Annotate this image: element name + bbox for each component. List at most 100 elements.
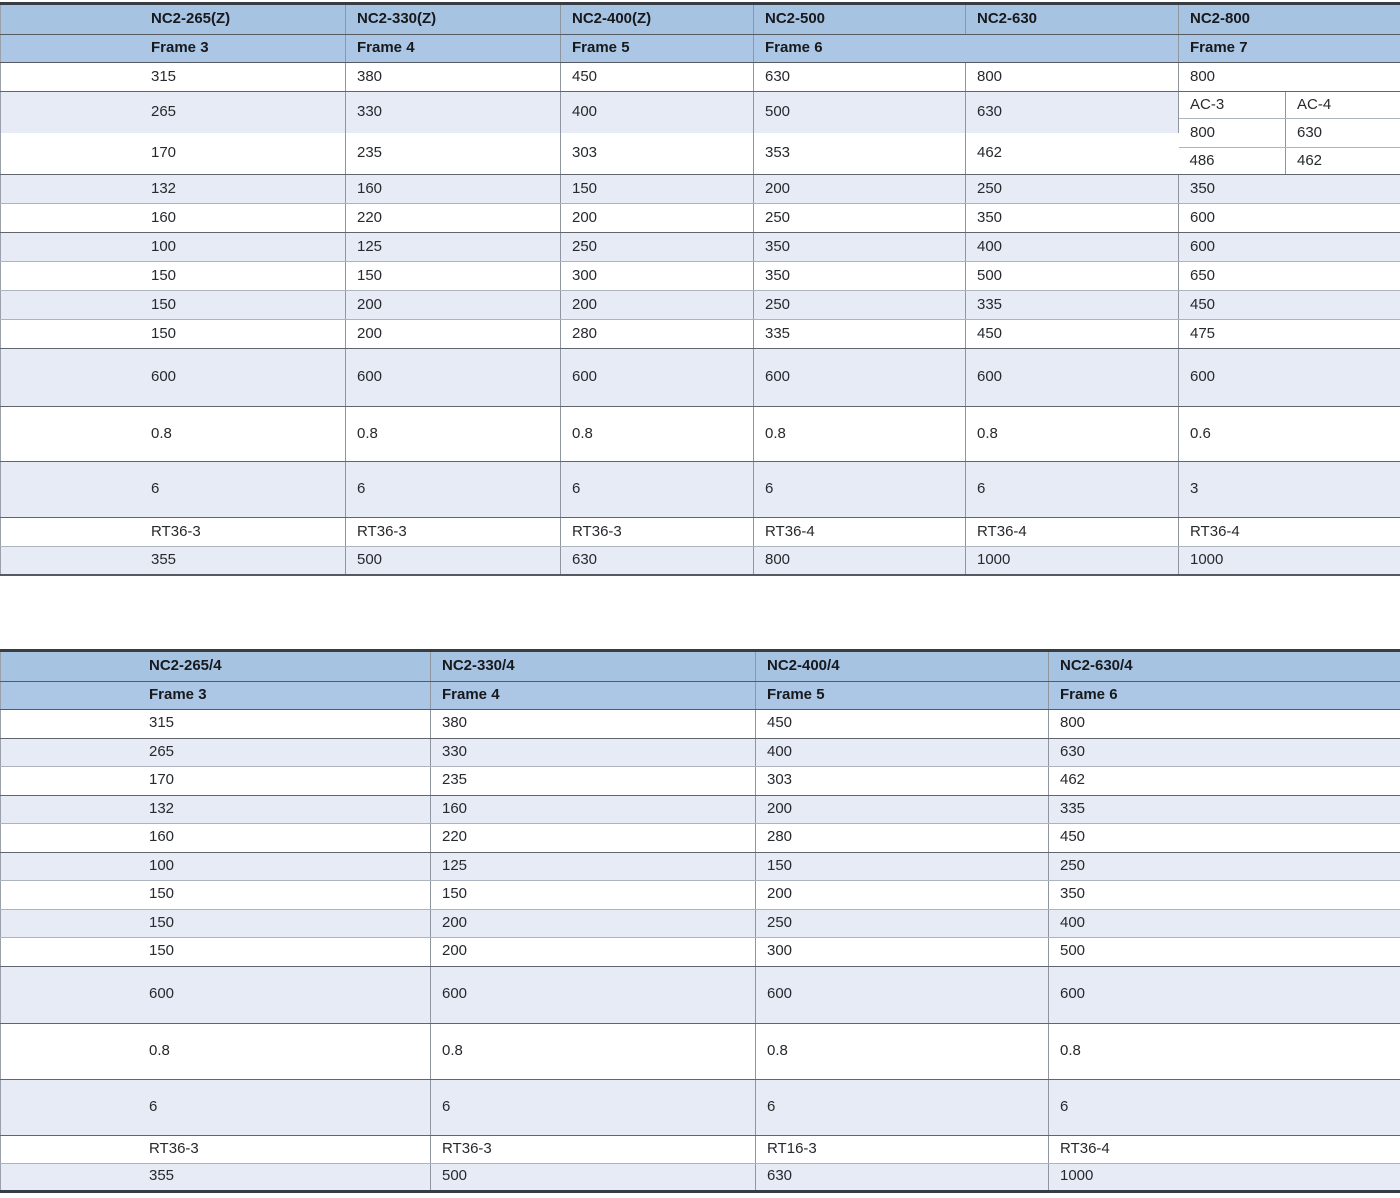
table-row: 170 235 303 353 462	[0, 132, 1400, 175]
frame-header-cell: Frame 7	[1178, 34, 1400, 63]
table-row: 265 330 400 630	[0, 738, 1400, 767]
data-cell: 150	[430, 880, 756, 910]
data-cell: 500	[345, 546, 561, 575]
data-cell: 200	[753, 174, 966, 204]
data-cell: 350	[1178, 174, 1400, 204]
data-cell: 650	[1178, 261, 1400, 291]
data-cell: 0.8	[0, 1023, 431, 1080]
table-row: 600 600 600 600 600 600	[0, 348, 1400, 407]
data-cell: 303	[755, 766, 1049, 796]
data-cell: 125	[430, 852, 756, 881]
table-row: 0.8 0.8 0.8 0.8 0.8 0.6	[0, 406, 1400, 462]
data-cell: 160	[345, 174, 561, 204]
sub-header-cell: AC-3	[1178, 91, 1286, 119]
data-cell: 450	[1178, 290, 1400, 320]
data-cell: 500	[753, 91, 966, 133]
frame-header-cell: Frame 6	[1048, 681, 1400, 710]
data-cell: 600	[965, 348, 1179, 407]
table-row: 132 160 150 200 250 350	[0, 174, 1400, 204]
data-cell: 150	[345, 261, 561, 291]
data-cell: 350	[1048, 880, 1400, 910]
data-cell: 250	[965, 174, 1179, 204]
data-cell: 3	[1178, 461, 1400, 518]
table-row: NC2-265(Z) NC2-330(Z) NC2-400(Z) NC2-500 NC2…	[0, 3, 1400, 35]
table-row: 355 500 630 800 1000 1000	[0, 546, 1400, 575]
data-cell: 6	[0, 461, 346, 518]
data-cell: 132	[0, 795, 431, 824]
data-cell: 0.8	[755, 1023, 1049, 1080]
frame-header-cell: Frame 5	[755, 681, 1049, 710]
data-cell: 160	[430, 795, 756, 824]
data-cell: 250	[1048, 852, 1400, 881]
data-cell: 600	[430, 966, 756, 1024]
data-cell: 6	[965, 461, 1179, 518]
data-cell: 450	[755, 709, 1049, 739]
data-cell: 630	[1285, 118, 1400, 148]
fuse-model-cell: RT36-4	[753, 517, 966, 547]
data-cell: 280	[560, 319, 754, 349]
data-cell: 235	[430, 766, 756, 796]
data-cell: 150	[0, 909, 431, 938]
table-row: 315 380 450 800	[0, 709, 1400, 739]
data-cell: 160	[0, 823, 431, 853]
data-cell: 100	[0, 232, 346, 262]
data-cell: 300	[560, 261, 754, 291]
data-cell: 200	[430, 937, 756, 967]
frame-header-cell: Frame 3	[0, 681, 431, 710]
data-cell: 250	[753, 290, 966, 320]
frame-header-cell: Frame 5	[560, 34, 754, 63]
data-cell: 150	[560, 174, 754, 204]
data-cell: 235	[345, 132, 561, 175]
data-cell: 630	[965, 91, 1179, 133]
fuse-model-cell: RT36-4	[1178, 517, 1400, 547]
fuse-model-cell: RT36-3	[0, 1135, 431, 1164]
table-row: 170 235 303 462	[0, 766, 1400, 796]
model-header-cell: NC2-330/4	[430, 650, 756, 682]
table-row: Frame 3 Frame 4 Frame 5 Frame 6	[0, 681, 1400, 710]
table-row: 800 630	[1, 118, 1400, 148]
data-cell: 150	[0, 261, 346, 291]
model-header-cell: NC2-800	[1178, 3, 1400, 35]
data-cell: 6	[1048, 1079, 1400, 1136]
table-row: 315 380 450 630 800 800	[0, 62, 1400, 92]
fuse-model-cell: RT36-3	[430, 1135, 756, 1164]
data-cell: 630	[755, 1163, 1049, 1191]
data-cell: 1000	[1048, 1163, 1400, 1191]
table-row: 355 500 630 1000	[0, 1163, 1400, 1191]
model-header-cell: NC2-400(Z)	[560, 3, 754, 35]
data-cell: 6	[345, 461, 561, 518]
data-cell: 630	[1048, 738, 1400, 767]
data-cell: 6	[0, 1079, 431, 1136]
data-cell: 450	[1048, 823, 1400, 853]
data-cell: 800	[965, 62, 1179, 92]
data-cell: 630	[560, 546, 754, 575]
table-row: 150 200 200 250 335 450	[0, 290, 1400, 320]
data-cell: 150	[0, 880, 431, 910]
data-cell: 600	[753, 348, 966, 407]
table-row: Frame 3 Frame 4 Frame 5 Frame 6 Frame 7	[0, 34, 1400, 63]
data-cell: 600	[1178, 232, 1400, 262]
frame-header-cell: Frame 3	[0, 34, 346, 63]
data-cell: 355	[0, 1163, 431, 1191]
data-cell: 6	[753, 461, 966, 518]
data-cell: 300	[755, 937, 1049, 967]
data-cell: 462	[1285, 147, 1400, 175]
data-cell: 100	[0, 852, 431, 881]
data-cell: 250	[753, 203, 966, 233]
data-cell: 0.8	[1048, 1023, 1400, 1080]
model-header-cell: NC2-630	[965, 3, 1179, 35]
data-cell: 160	[0, 203, 346, 233]
fuse-model-cell: RT36-4	[965, 517, 1179, 547]
data-cell: 0.6	[1178, 406, 1400, 462]
data-cell: 380	[345, 62, 561, 92]
table-row: 150 200 250 400	[0, 909, 1400, 938]
data-cell: 303	[560, 132, 754, 175]
data-cell: 132	[0, 174, 346, 204]
table-row: 265 330 400 500 630 AC-3 AC-4	[0, 91, 1400, 133]
table-row: RT36-3 RT36-3 RT16-3 RT36-4	[0, 1135, 1400, 1164]
data-cell: 0.8	[753, 406, 966, 462]
table-row: 600 600 600 600	[0, 966, 1400, 1024]
table-row: 150 200 280 335 450 475	[0, 319, 1400, 349]
